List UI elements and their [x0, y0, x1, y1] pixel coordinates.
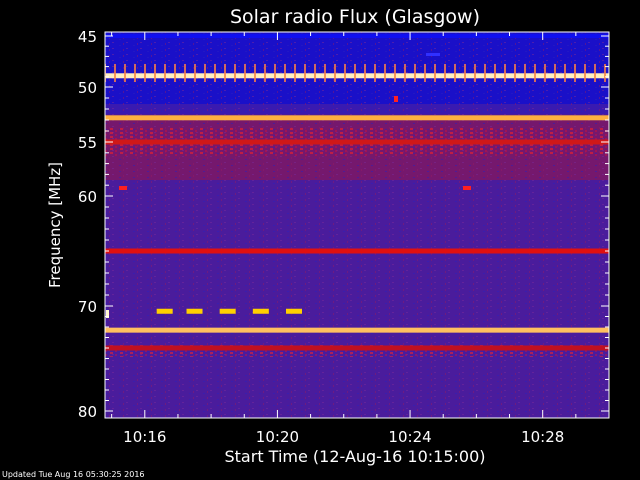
y-tick-label-2: 55	[78, 134, 97, 152]
burst-1	[186, 308, 203, 314]
band-tick-marks	[105, 64, 609, 82]
y-axis: 45 50 55 60 70 80	[78, 28, 609, 421]
emission-band-2	[105, 115, 609, 121]
chart-title: Solar radio Flux (Glasgow)	[230, 6, 480, 28]
burst-2	[219, 308, 236, 314]
x-axis: 10:16 10:20 10:24 10:28	[111, 32, 610, 446]
emission-band-4	[105, 248, 609, 254]
burst-3	[252, 308, 269, 314]
emission-band-0	[105, 34, 609, 38]
y-tick-label-3: 60	[78, 188, 97, 206]
y-tick-label-0: 45	[78, 28, 97, 46]
y-axis-label: Frequency [MHz]	[46, 162, 64, 288]
updated-footer: Updated Tue Aug 16 05:30:25 2016	[2, 470, 145, 479]
burst-0	[156, 308, 173, 314]
emission-band-6	[105, 345, 609, 351]
bursts	[156, 308, 302, 314]
x-tick-label-2: 10:24	[388, 428, 431, 446]
artifact-left-edge	[106, 310, 109, 318]
x-tick-label-0: 10:16	[123, 428, 166, 446]
heatmap-texture	[105, 32, 609, 418]
y-tick-label-5: 80	[78, 403, 97, 421]
emission-band-3	[105, 139, 609, 145]
x-axis-label: Start Time (12-Aug-16 10:15:00)	[225, 447, 486, 466]
x-tick-label-3: 10:28	[521, 428, 564, 446]
artifact-blue-1	[426, 53, 440, 56]
y-tick-label-4: 70	[78, 298, 97, 316]
plot-area	[104, 31, 610, 419]
artifact-red-2	[463, 186, 471, 190]
y-tick-label-1: 50	[78, 79, 97, 97]
x-tick-label-1: 10:20	[256, 428, 299, 446]
artifact-red-1	[119, 186, 127, 190]
burst-4	[286, 308, 302, 314]
emission-band-5	[105, 327, 609, 333]
plot-frame	[104, 31, 610, 419]
artifact-red-3	[394, 96, 398, 102]
